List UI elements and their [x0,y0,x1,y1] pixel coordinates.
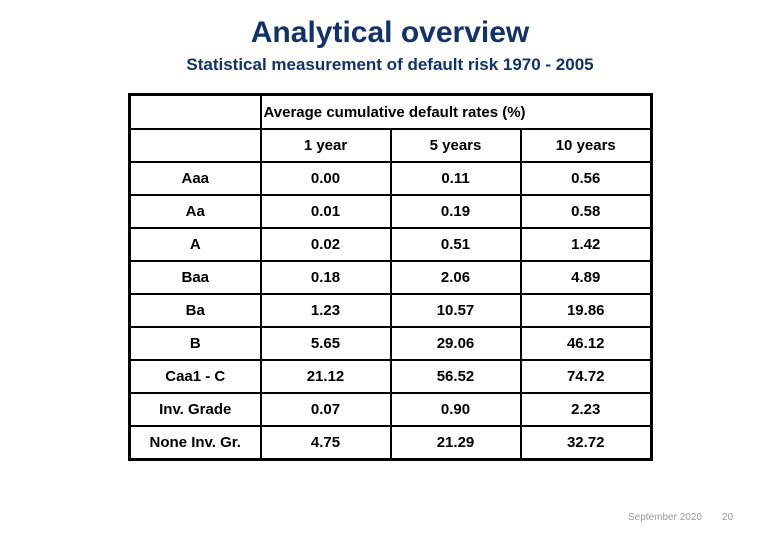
table-row: Ba 1.23 10.57 19.86 [128,293,653,328]
rate-value: 56.52 [389,359,522,394]
corner-empty-cell [128,93,262,130]
rate-value: 0.01 [259,194,392,229]
rate-value: 46.12 [519,326,653,361]
rate-value: 0.00 [259,161,392,196]
table-row: Caa1 - C 21.12 56.52 74.72 [128,359,653,394]
table-row: B 5.65 29.06 46.12 [128,326,653,361]
rating-label: A [128,227,262,262]
rate-value: 1.42 [519,227,653,262]
rate-value: 0.07 [259,392,392,427]
rating-label: Caa1 - C [128,359,262,394]
rate-value: 5.65 [259,326,392,361]
rate-value: 21.12 [259,359,392,394]
table-row: Aaa 0.00 0.11 0.56 [128,161,653,196]
merged-header-cell: Average cumulative default rates (%) [259,93,653,130]
rate-value: 0.19 [389,194,522,229]
footer-page-number: 20 [721,512,734,523]
column-header-10-years: 10 years [519,128,653,163]
rating-label: Aaa [128,161,262,196]
rate-value: 2.06 [389,260,522,295]
slide-subtitle: Statistical measurement of default risk … [186,55,594,74]
rate-value: 0.18 [259,260,392,295]
rating-label: B [128,326,262,361]
slide-title: Analytical overview [250,16,530,49]
rate-value: 10.57 [389,293,522,328]
rate-value: 21.29 [389,425,522,461]
rating-table-body: Aaa 0.00 0.11 0.56 Aa 0.01 0.19 0.58 A 0.02 0.51 1.… [128,161,653,461]
rate-value: 0.51 [389,227,522,262]
rate-value: 0.56 [519,161,653,196]
column-header-1-year: 1 year [259,128,392,163]
footer-date: September 2020 [628,512,702,523]
table-row: Baa 0.18 2.06 4.89 [128,260,653,295]
rate-value: 2.23 [519,392,653,427]
rate-value: 32.72 [519,425,653,461]
rate-value: 0.02 [259,227,392,262]
column-header-5-years: 5 years [389,128,522,163]
rate-value: 19.86 [519,293,653,328]
slide-footer: September 2020 20 [628,512,733,523]
table-title-row: Average cumulative default rates (%) [128,93,653,130]
column-header-row: 1 year 5 years 10 years [128,128,653,163]
rate-value: 0.58 [519,194,653,229]
rate-value: 4.75 [259,425,392,461]
rate-value: 74.72 [519,359,653,394]
corner-empty-cell [128,128,262,163]
rate-value: 0.90 [389,392,522,427]
table-row: A 0.02 0.51 1.42 [128,227,653,262]
rate-value: 1.23 [259,293,392,328]
table-row: Aa 0.01 0.19 0.58 [128,194,653,229]
rating-label: Ba [128,293,262,328]
rating-label: None Inv. Gr. [128,425,262,461]
rate-value: 4.89 [519,260,653,295]
table-row: Inv. Grade 0.07 0.90 2.23 [128,392,653,427]
table-row: None Inv. Gr. 4.75 21.29 32.72 [128,425,653,461]
rate-value: 29.06 [389,326,522,361]
rate-value: 0.11 [389,161,522,196]
rating-label: Inv. Grade [128,392,262,427]
rating-label: Aa [128,194,262,229]
default-rates-table: Average cumulative default rates (%) 1 y… [128,93,653,461]
rating-label: Baa [128,260,262,295]
